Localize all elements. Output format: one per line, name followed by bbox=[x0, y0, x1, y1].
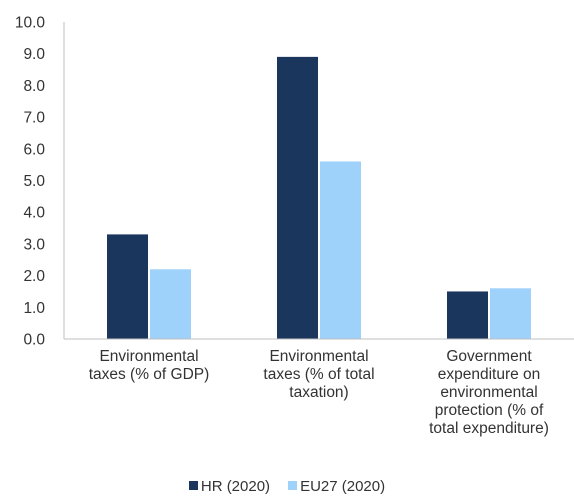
y-tick-label: 3.0 bbox=[23, 236, 45, 253]
y-tick-label: 1.0 bbox=[23, 300, 45, 317]
legend: HR (2020) EU27 (2020) bbox=[0, 478, 574, 496]
y-tick-label: 0.0 bbox=[23, 332, 45, 346]
y-tick-label: 9.0 bbox=[23, 46, 45, 63]
x-category-label: Environmental taxes (% of total taxation… bbox=[263, 348, 375, 401]
x-category-label: Environmental taxes (% of GDP) bbox=[88, 348, 210, 383]
bar-series-0-category-1 bbox=[277, 56, 318, 340]
legend-swatch bbox=[288, 481, 298, 490]
legend-label: HR (2020) bbox=[200, 478, 271, 495]
bar-series-0-category-0 bbox=[107, 234, 148, 339]
y-tick-label: 6.0 bbox=[23, 141, 45, 158]
x-category-label: Government expenditure on environmental … bbox=[429, 348, 549, 437]
y-tick-label: 4.0 bbox=[23, 205, 45, 222]
legend-swatch bbox=[188, 481, 198, 490]
y-axis-ticks: 0.0 1.0 2.0 3.0 4.0 5.0 6.0 7.0 8.0 9.0 10.0 bbox=[15, 15, 46, 346]
bar-chart: 0.0 1.0 2.0 3.0 4.0 5.0 6.0 7.0 8.0 9.0 10.0 bbox=[15, 15, 574, 346]
y-tick-label: 10.0 bbox=[15, 15, 46, 32]
legend-label: EU27 (2020) bbox=[300, 478, 386, 495]
y-tick-label: 7.0 bbox=[23, 110, 45, 127]
bar-series-1-category-0 bbox=[150, 269, 191, 339]
bars bbox=[107, 56, 531, 340]
bar-series-1-category-1 bbox=[320, 161, 361, 339]
legend-item: EU27 (2020) bbox=[288, 478, 385, 496]
y-tick-label: 2.0 bbox=[23, 268, 45, 285]
y-tick-label: 5.0 bbox=[23, 173, 45, 190]
y-tick-label: 8.0 bbox=[23, 78, 45, 95]
bar-series-1-category-2 bbox=[490, 288, 531, 339]
legend-item: HR (2020) bbox=[188, 478, 271, 496]
bar-series-0-category-2 bbox=[447, 291, 488, 339]
